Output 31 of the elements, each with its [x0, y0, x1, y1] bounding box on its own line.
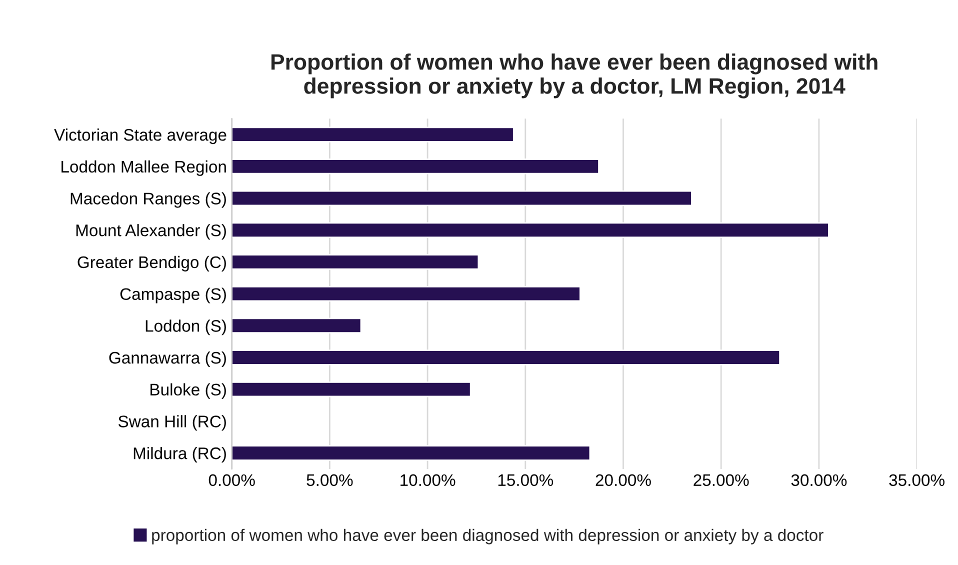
- x-tick-label: 35.00%: [889, 474, 944, 486]
- x-tick-label: 25.00%: [694, 474, 749, 486]
- y-tick-label: Gannawarra (S): [109, 351, 226, 367]
- x-tick-label: 0.00%: [208, 474, 255, 486]
- y-tick-label: Macedon Ranges (S): [70, 192, 226, 208]
- chart-title: Proportion of women who have ever been diagnosed with depression or anxiety by a doctor, LM Region, 2014: [271, 54, 878, 98]
- x-tick-label: 10.00%: [400, 474, 456, 486]
- x-tick-label: 5.00%: [306, 474, 353, 486]
- bar: [232, 222, 830, 238]
- bar: [232, 286, 581, 302]
- bar: [232, 445, 591, 461]
- y-tick-label: Greater Bendigo (C): [78, 256, 226, 272]
- y-tick-label: Loddon Mallee Region: [62, 160, 226, 176]
- legend-label: proportion of women who have ever been diagnosed with depression or anxiety by a doctor: [152, 528, 824, 544]
- bar: [232, 126, 514, 142]
- y-tick-label: Victorian State average: [54, 128, 226, 144]
- y-tick-label: Loddon (S): [146, 320, 226, 336]
- x-tick-label: 15.00%: [498, 474, 554, 486]
- bar: [232, 190, 692, 206]
- bar: [232, 318, 362, 334]
- bar: [232, 350, 781, 366]
- bar: [232, 158, 600, 174]
- y-tick-label: Campaspe (S): [120, 288, 226, 304]
- y-tick-label: Mount Alexander (S): [76, 224, 226, 240]
- y-tick-label: Mildura (RC): [134, 446, 226, 463]
- x-tick-label: 20.00%: [596, 474, 651, 486]
- bar: [232, 254, 480, 270]
- y-tick-label: Buloke (S): [150, 383, 226, 399]
- x-tick-label: 30.00%: [791, 474, 847, 486]
- y-tick-label: Swan Hill (RC): [118, 415, 226, 431]
- bar: [232, 381, 472, 398]
